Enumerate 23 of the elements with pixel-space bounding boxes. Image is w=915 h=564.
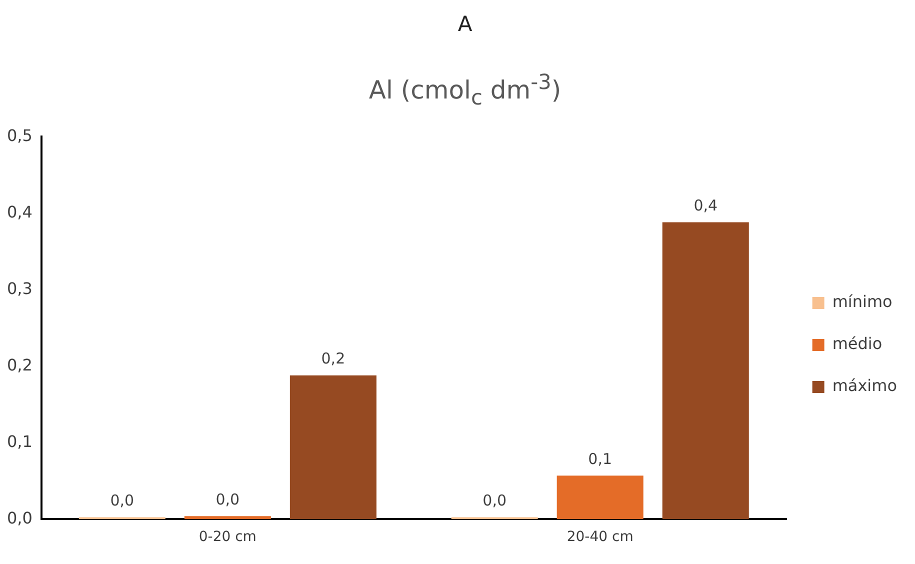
bar [184, 516, 271, 520]
y-tick-label: 0,2 [6, 355, 32, 374]
data-label: 0,0 [216, 490, 240, 509]
x-tick-label: 0-20 cm [198, 529, 256, 546]
data-label: 0,4 [694, 196, 718, 215]
y-tick-label: 0,1 [6, 432, 32, 451]
y-tick-label: 0,5 [6, 126, 32, 145]
data-label: 0,0 [110, 492, 134, 510]
legend-label: mínimo [832, 292, 892, 312]
chart-title: A [456, 12, 474, 36]
data-label: 0,2 [321, 350, 346, 368]
chart-subtitle: Al (cmol$_{c}$ dm$^{-3}$) [368, 70, 562, 110]
y-tick-label: 0,0 [6, 508, 32, 528]
legend-label: médio [832, 334, 882, 354]
bar [662, 222, 749, 520]
bar [556, 476, 644, 520]
bar [290, 375, 376, 520]
data-label: 0,1 [588, 450, 612, 468]
data-label: 0,0 [482, 492, 507, 510]
y-tick-label: 0,4 [6, 202, 32, 222]
x-tick-label: 20-40 cm [566, 529, 634, 546]
y-tick-label: 0,3 [6, 278, 32, 298]
legend-label: máximo [832, 376, 898, 396]
